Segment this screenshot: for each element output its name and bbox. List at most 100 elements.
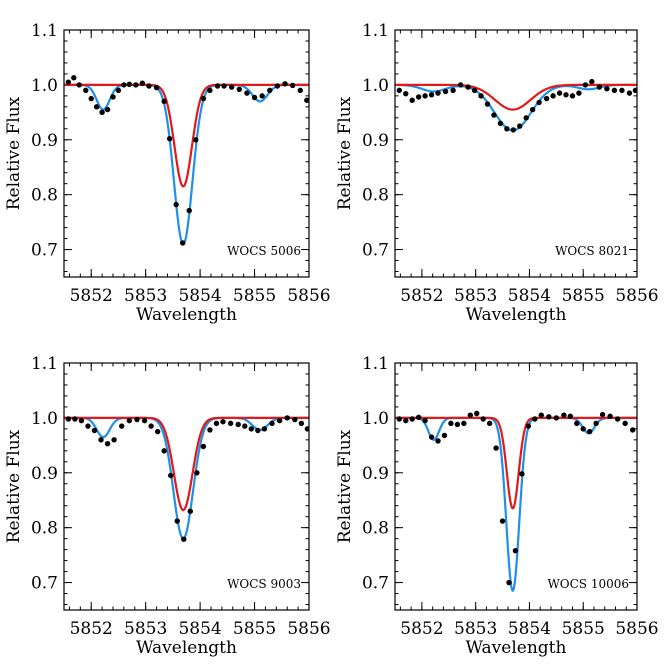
red-model-curve [64, 83, 309, 188]
observed-point [213, 420, 220, 427]
observed-point [228, 84, 235, 90]
observed-point [133, 82, 139, 88]
x-tick-label: 5856 [615, 286, 658, 306]
observed-point [194, 470, 200, 476]
observed-point [298, 420, 305, 427]
y-tick-label: 0.7 [362, 574, 389, 594]
observed-point [589, 78, 595, 85]
chart-panel-4: 5852 5853 5854 5855 5856 0.7 0.8 0.9 1.0 1.1 WOCS … [335, 354, 659, 658]
x-tick-label: 5852 [70, 619, 113, 639]
blue-model-curve [395, 416, 637, 592]
observed-point [154, 428, 161, 435]
observed-point [467, 412, 473, 418]
observed-point [221, 83, 227, 89]
observed-point [415, 94, 422, 100]
observed-point [532, 416, 538, 422]
observed-point [134, 416, 140, 423]
observed-point [550, 93, 556, 99]
observed-point [242, 423, 248, 429]
observed-point [517, 123, 523, 129]
observed-point [403, 90, 409, 97]
observed-point [435, 438, 441, 444]
observed-point [274, 83, 281, 89]
observed-point [181, 536, 187, 542]
observed-point [586, 428, 593, 435]
observed-point [85, 423, 91, 429]
observed-point [461, 420, 467, 427]
observed-point [207, 427, 213, 433]
observed-point [104, 440, 111, 447]
observed-point [574, 420, 580, 427]
red-model-curve [395, 416, 637, 510]
observed-point [187, 508, 194, 514]
observed-point [289, 82, 296, 89]
observed-point [282, 81, 288, 87]
observed-point [474, 410, 480, 417]
x-axis-label: Wavelength [136, 638, 237, 658]
observed-point [563, 92, 569, 98]
plot-frame [63, 29, 310, 278]
observed-point [200, 443, 207, 450]
x-tick-label: 5854 [508, 619, 551, 639]
plot-frame [394, 362, 638, 611]
observed-point [626, 90, 633, 96]
observed-point [292, 416, 298, 423]
observed-point [284, 415, 290, 421]
red-model-curve [395, 83, 637, 111]
x-tick-label: 5854 [178, 286, 221, 306]
y-axis-label: Relative Flux [4, 96, 24, 210]
observed-point [174, 518, 180, 524]
observed-point [115, 87, 122, 94]
observed-point [604, 86, 610, 92]
x-tick-label: 5853 [124, 286, 167, 306]
observed-point [78, 417, 85, 424]
x-tick-label: 5852 [400, 286, 443, 306]
observed-point [110, 94, 116, 100]
observed-point [214, 83, 221, 89]
observed-point [569, 93, 576, 99]
observed-point [396, 416, 402, 422]
observed-point [435, 90, 441, 96]
observed-point [582, 82, 589, 88]
x-tick-label: 5853 [454, 286, 497, 306]
observed-point [65, 79, 72, 85]
observed-point [179, 240, 186, 246]
observed-point [457, 82, 464, 88]
observed-point [186, 207, 192, 214]
observed-point [525, 423, 532, 429]
blue-model-curve [64, 416, 309, 540]
observed-point [153, 84, 160, 91]
observed-point [529, 106, 536, 113]
y-tick-label: 0.8 [362, 186, 389, 206]
observed-point [71, 75, 77, 81]
y-tick-label: 1.0 [31, 409, 58, 429]
x-tick-label: 5853 [454, 619, 497, 639]
observed-point [422, 93, 428, 99]
observed-point [448, 420, 454, 427]
observed-point [161, 98, 167, 105]
observed-point [244, 90, 250, 96]
blue-model-curve [395, 83, 637, 132]
y-tick-label: 1.1 [362, 21, 389, 41]
chart-panel-1: 5852 5853 5854 5855 5856 0.7 0.8 0.9 1.0 1.1 WOCS … [4, 21, 331, 325]
observed-point [251, 94, 258, 101]
observed-point [504, 126, 510, 132]
x-tick-label: 5856 [287, 286, 330, 306]
observed-point [493, 445, 499, 451]
chart-panel-2: 5852 5853 5854 5855 5856 0.7 0.8 0.9 1.0 1.1 WOCS … [335, 21, 659, 325]
observed-point [510, 127, 517, 133]
observed-point [104, 106, 111, 113]
x-tick-label: 5855 [233, 619, 276, 639]
observed-point [261, 426, 268, 432]
blue-model-curve [64, 83, 309, 246]
x-axis-label: Wavelength [466, 305, 567, 325]
observed-point [630, 427, 636, 433]
observed-point [538, 412, 544, 418]
observed-point [428, 92, 435, 98]
observed-point [546, 414, 552, 420]
observed-point [111, 437, 117, 443]
observed-point [611, 87, 618, 94]
observed-point [593, 420, 599, 427]
